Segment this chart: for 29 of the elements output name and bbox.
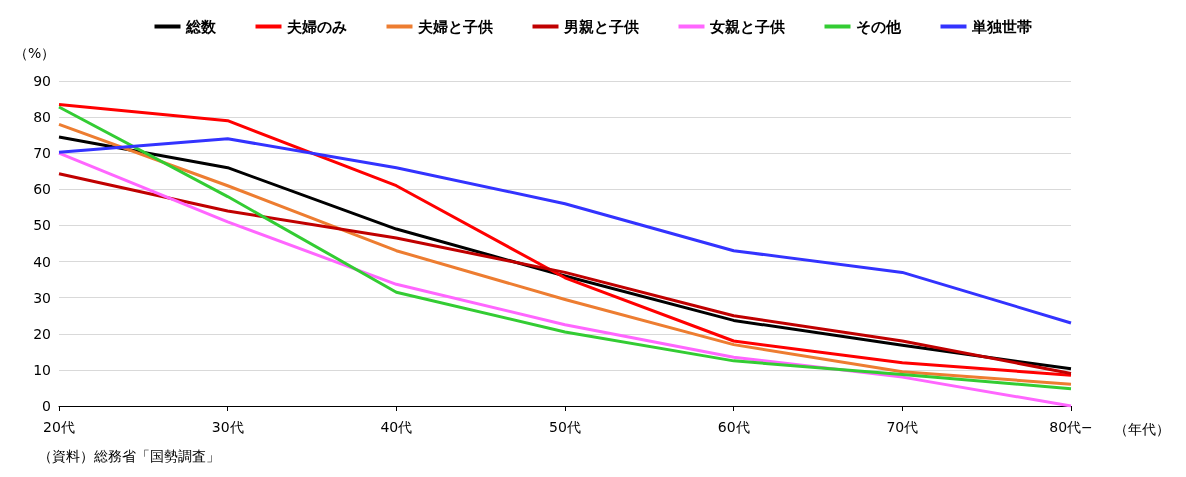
y-tick-label: 70 bbox=[33, 145, 51, 162]
x-tick-label: 70代 bbox=[886, 419, 919, 435]
x-tick-label: 20代 bbox=[43, 419, 75, 435]
legend-label: 単独世帯 bbox=[970, 17, 1032, 36]
y-axis-title: （%） bbox=[14, 45, 56, 61]
y-tick-label: 50 bbox=[33, 217, 51, 234]
y-tick-label: 40 bbox=[33, 253, 51, 270]
x-tick-label: 60代 bbox=[717, 419, 750, 435]
x-axis-title: （年代） bbox=[1114, 421, 1170, 437]
y-tick-label: 10 bbox=[33, 361, 51, 378]
y-tick-label: 80 bbox=[33, 109, 51, 126]
legend-label: 夫婦のみ bbox=[285, 17, 347, 36]
y-tick-label: 90 bbox=[33, 73, 51, 89]
legend-label: 総数 bbox=[184, 17, 217, 36]
x-tick-label: 50代 bbox=[549, 419, 581, 435]
y-tick-label: 30 bbox=[33, 289, 51, 306]
legend-label: 女親と子供 bbox=[708, 17, 785, 36]
line-series bbox=[57, 172, 1073, 375]
legend-label: 男親と子供 bbox=[562, 17, 639, 36]
y-tick-label: 0 bbox=[42, 398, 51, 414]
x-tick-label: 80代− bbox=[1049, 419, 1093, 435]
text: （資料）総務省「国勢調査」 bbox=[38, 448, 220, 464]
y-tick-label: 20 bbox=[33, 325, 51, 342]
x-tick-label: 40代 bbox=[380, 419, 413, 435]
legend-label: その他 bbox=[855, 17, 902, 36]
line-series bbox=[57, 137, 1073, 325]
legend-label: 夫婦と子供 bbox=[416, 17, 493, 36]
x-tick-label: 30代 bbox=[211, 419, 244, 435]
y-tick-label: 60 bbox=[33, 181, 51, 198]
